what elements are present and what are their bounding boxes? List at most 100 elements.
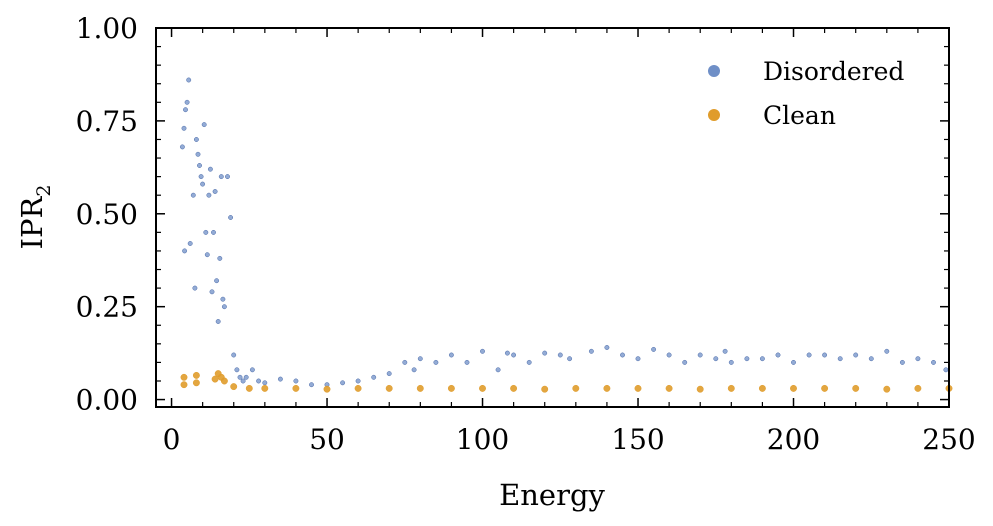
x-axis-label: Energy — [499, 478, 605, 512]
clean-point — [220, 377, 228, 385]
disordered-point — [249, 367, 255, 373]
clean-point — [821, 384, 829, 392]
x-tick-label: 100 — [456, 423, 509, 456]
disordered-point — [495, 367, 501, 373]
disordered-point — [228, 215, 234, 220]
y-axis-label: IPR2 — [15, 185, 55, 250]
x-tick-label: 0 — [163, 423, 181, 456]
disordered-point — [713, 356, 719, 362]
disordered-point — [181, 125, 187, 131]
y-axis-label-group: IPR2 — [15, 185, 55, 250]
disordered-point — [567, 356, 573, 362]
disordered-point — [775, 352, 781, 358]
disordered-point — [806, 352, 812, 358]
clean-point — [211, 375, 219, 383]
disordered-point — [635, 356, 641, 362]
disordered-point — [682, 359, 688, 365]
disordered-point — [417, 356, 423, 362]
y-tick-label: 0.00 — [76, 384, 138, 417]
disordered-point — [943, 367, 949, 373]
disordered-point — [759, 356, 765, 362]
disordered-point — [355, 378, 361, 384]
clean-point — [292, 384, 300, 392]
disordered-point — [386, 371, 392, 377]
clean-point — [479, 384, 486, 392]
legend-label-clean: Clean — [763, 101, 836, 130]
disordered-point — [868, 356, 874, 362]
disordered-point — [237, 374, 243, 380]
disordered-point — [853, 352, 859, 358]
disordered-point — [293, 378, 299, 384]
x-tick-label: 250 — [922, 423, 975, 456]
plot-frame — [155, 27, 950, 408]
y-tick-label: 0.75 — [76, 105, 138, 138]
disordered-point — [371, 374, 377, 380]
disordered-point — [604, 345, 610, 350]
disordered-point — [240, 378, 246, 384]
disordered-point — [651, 346, 657, 352]
disordered-point — [542, 350, 548, 356]
disordered-point — [915, 356, 921, 362]
y-tick-label: 1.00 — [76, 12, 138, 45]
clean-point — [914, 384, 922, 392]
disordered-point — [212, 189, 218, 194]
y-tick-label: 0.50 — [76, 198, 138, 231]
clean-point — [245, 384, 253, 392]
disordered-point — [214, 278, 220, 284]
clean-point — [790, 384, 797, 392]
disordered-point — [277, 376, 283, 382]
clean-point — [180, 381, 188, 389]
disordered-point — [197, 163, 202, 168]
disordered-point — [217, 255, 223, 261]
legend-marker-clean — [708, 109, 720, 121]
disordered-point — [791, 359, 796, 365]
disordered-point — [204, 252, 210, 258]
disordered-point — [195, 151, 201, 157]
clean-point — [180, 373, 188, 381]
disordered-point — [203, 229, 209, 235]
legend: Disordered Clean — [708, 57, 904, 130]
clean-point — [230, 383, 238, 391]
disordered-point — [728, 359, 734, 365]
clean-point — [883, 385, 891, 393]
disordered-point — [231, 352, 237, 358]
disordered-point — [234, 367, 240, 373]
disordered-point — [186, 77, 192, 83]
y-axis-label-subscript: 2 — [33, 185, 55, 197]
y-tick-label: 0.25 — [76, 291, 138, 324]
x-tick-label: 150 — [611, 423, 664, 456]
disordered-point — [201, 122, 207, 128]
clean-point — [634, 384, 642, 392]
disordered-point — [192, 285, 198, 291]
disordered-point — [220, 296, 226, 302]
disordered-point — [464, 359, 470, 365]
x-tick-label: 50 — [309, 423, 345, 456]
disordered-point — [200, 181, 206, 187]
disordered-point — [511, 352, 517, 358]
disordered-point — [243, 374, 249, 380]
disordered-point — [884, 348, 890, 354]
disordered-point — [221, 304, 227, 310]
clean-point — [323, 385, 331, 393]
disordered-point — [744, 356, 750, 362]
disordered-point — [193, 137, 199, 142]
disordered-point — [837, 356, 843, 362]
disordered-point — [402, 359, 408, 365]
clean-point — [261, 384, 269, 392]
disordered-point — [899, 359, 905, 365]
clean-point — [385, 384, 393, 392]
disordered-point — [666, 352, 672, 358]
disordered-point — [822, 352, 828, 358]
clean-point — [192, 379, 200, 387]
disordered-point — [215, 319, 221, 324]
disordered-point — [198, 174, 204, 180]
disordered-point — [340, 380, 346, 386]
clean-point — [727, 384, 735, 392]
clean-point — [572, 384, 580, 392]
disordered-point — [209, 289, 215, 295]
disordered-point — [448, 352, 454, 358]
clean-point — [603, 384, 611, 392]
disordered-point — [620, 352, 625, 358]
legend-marker-disordered — [708, 65, 720, 77]
